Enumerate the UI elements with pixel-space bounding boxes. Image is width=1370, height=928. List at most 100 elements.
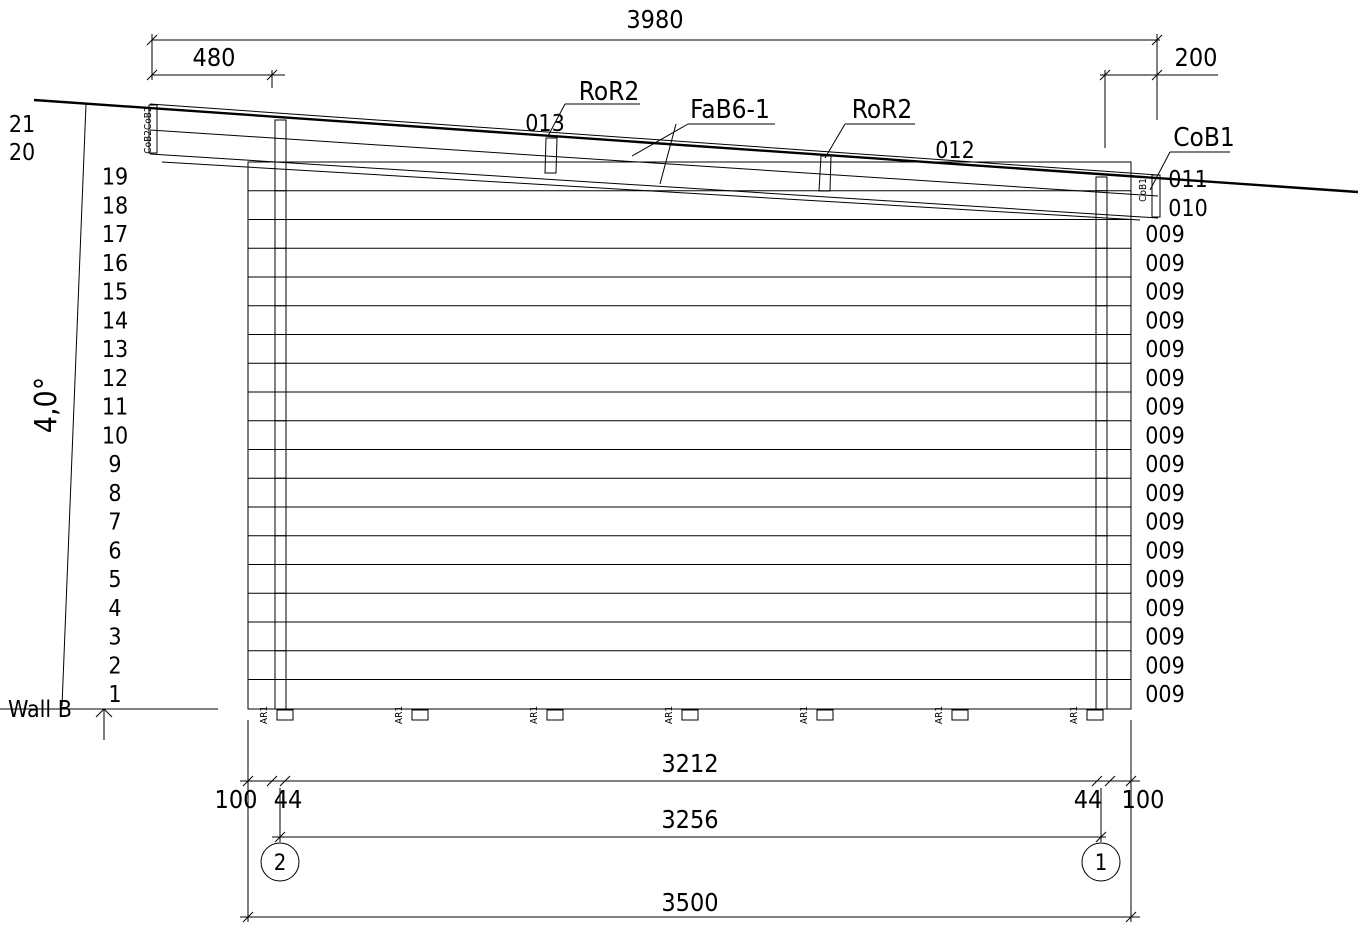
- wall-part-code: 009: [1145, 280, 1185, 306]
- wall-part-code: 009: [1145, 653, 1185, 679]
- callout-ror2-right: RoR2: [852, 95, 913, 125]
- cob1-tag: CoB1: [1138, 178, 1149, 202]
- angle-ref: [33, 99, 87, 105]
- roof-board-top: [149, 103, 1159, 176]
- anchor-label: AR1: [1069, 706, 1080, 724]
- dim-span-3500: 3500: [661, 888, 718, 917]
- anchor-block: [546, 709, 564, 721]
- wall-part-code: 009: [1145, 596, 1185, 622]
- leader-cob1: [1149, 151, 1171, 191]
- dim-top-left: 480: [193, 43, 236, 72]
- row-number: 21: [9, 112, 35, 138]
- angle-arc-line: [61, 103, 87, 707]
- row-number: 15: [102, 280, 128, 306]
- dim-tick: [1125, 911, 1137, 923]
- ror2-right-block: [818, 155, 832, 192]
- wall-part-codes: 0090090090090090090090090090090090090090…: [1145, 222, 1185, 708]
- axis-bubble-1: 1: [1081, 842, 1121, 882]
- wall-part-code: 009: [1145, 682, 1185, 708]
- row-number: 19: [102, 165, 128, 191]
- anchor-block: [816, 709, 834, 721]
- svg-text:1: 1: [1095, 851, 1108, 876]
- axis-bubble-2: 2: [260, 842, 300, 882]
- drawing-geometry: [0, 34, 1359, 923]
- part-code-010: 010: [1168, 196, 1208, 222]
- callout-fab6-1: FaB6-1: [690, 95, 770, 125]
- dim-bottom-right-100: 100: [1122, 785, 1165, 814]
- leader-fab-2: [659, 123, 677, 185]
- dim-span-3212: 3212: [661, 749, 718, 778]
- anchor-label: AR1: [529, 706, 540, 724]
- dim-tick: [1099, 69, 1111, 81]
- row-number: 5: [108, 567, 121, 593]
- dim-tick: [146, 34, 158, 46]
- row-number: 17: [102, 222, 128, 248]
- anchor-block: [681, 709, 699, 721]
- row-number: 13: [102, 337, 128, 363]
- wall-part-code: 009: [1145, 366, 1185, 392]
- wall-part-code: 009: [1145, 308, 1185, 334]
- dim-tick: [1151, 34, 1163, 46]
- wall-part-code: 009: [1145, 567, 1185, 593]
- vertical-post: [274, 119, 287, 710]
- dim-bottom-left-100: 100: [215, 785, 258, 814]
- anchor-block: [1086, 709, 1104, 721]
- callout-cob1: CoB1: [1173, 123, 1235, 153]
- cob2-tag: CoB2CoB2: [143, 106, 154, 153]
- row-number: 20: [9, 140, 35, 166]
- anchor-label: AR1: [799, 706, 810, 724]
- callout-ror2-left: RoR2: [579, 77, 640, 107]
- row-number: 11: [102, 395, 128, 421]
- dim-tick: [242, 775, 254, 787]
- dim-tick: [279, 775, 291, 787]
- wall-part-code: 009: [1145, 423, 1185, 449]
- dim-tick: [266, 69, 278, 81]
- row-number: 10: [102, 423, 128, 449]
- anchor-label: AR1: [934, 706, 945, 724]
- row-number: 1: [108, 682, 121, 708]
- wall-part-code: 009: [1145, 481, 1185, 507]
- anchor-block: [951, 709, 969, 721]
- ror2-left-block: [544, 137, 558, 174]
- roof-board-low: [149, 153, 1159, 219]
- anchor-label: AR1: [394, 706, 405, 724]
- dim-tick: [1091, 775, 1103, 787]
- wall-part-code: 009: [1145, 395, 1185, 421]
- vertical-post: [1095, 176, 1108, 710]
- wall-part-code: 009: [1145, 337, 1185, 363]
- dim-top-total: 3980: [626, 5, 683, 34]
- base-arrow-head: [95, 708, 113, 718]
- wall-part-code: 009: [1145, 452, 1185, 478]
- part-code-011: 011: [1168, 167, 1208, 193]
- anchor-label: AR1: [259, 706, 270, 724]
- wall-outline: [247, 161, 1132, 710]
- anchor-label: AR1: [664, 706, 675, 724]
- row-number: 3: [108, 625, 121, 651]
- dim-bottom-left-44: 44: [274, 785, 303, 814]
- row-number: 6: [108, 538, 121, 564]
- roof-top-line: [33, 98, 1359, 194]
- row-number: 12: [102, 366, 128, 392]
- roof-board-mid: [149, 129, 1159, 197]
- cob1-board: [1151, 174, 1161, 218]
- wall-label: Wall B: [8, 697, 72, 723]
- wall-part-code: 009: [1145, 251, 1185, 277]
- row-number: 14: [102, 308, 128, 334]
- dim-span-3256: 3256: [661, 805, 718, 834]
- dim-tick: [1125, 775, 1137, 787]
- dim-tick: [266, 775, 278, 787]
- row-number: 18: [102, 193, 128, 219]
- dim-top-right: 200: [1175, 43, 1218, 72]
- dim-tick: [1151, 69, 1163, 81]
- row-number: 16: [102, 251, 128, 277]
- leader-ror2-right: [824, 123, 846, 159]
- part-code-013: 013: [525, 111, 565, 137]
- leader-ror2-left: [547, 103, 566, 137]
- dim-bottom-right-44: 44: [1074, 785, 1103, 814]
- anchor-block: [276, 709, 294, 721]
- cob2-board: [148, 104, 158, 154]
- svg-text:2: 2: [274, 851, 287, 876]
- row-number: 8: [108, 481, 121, 507]
